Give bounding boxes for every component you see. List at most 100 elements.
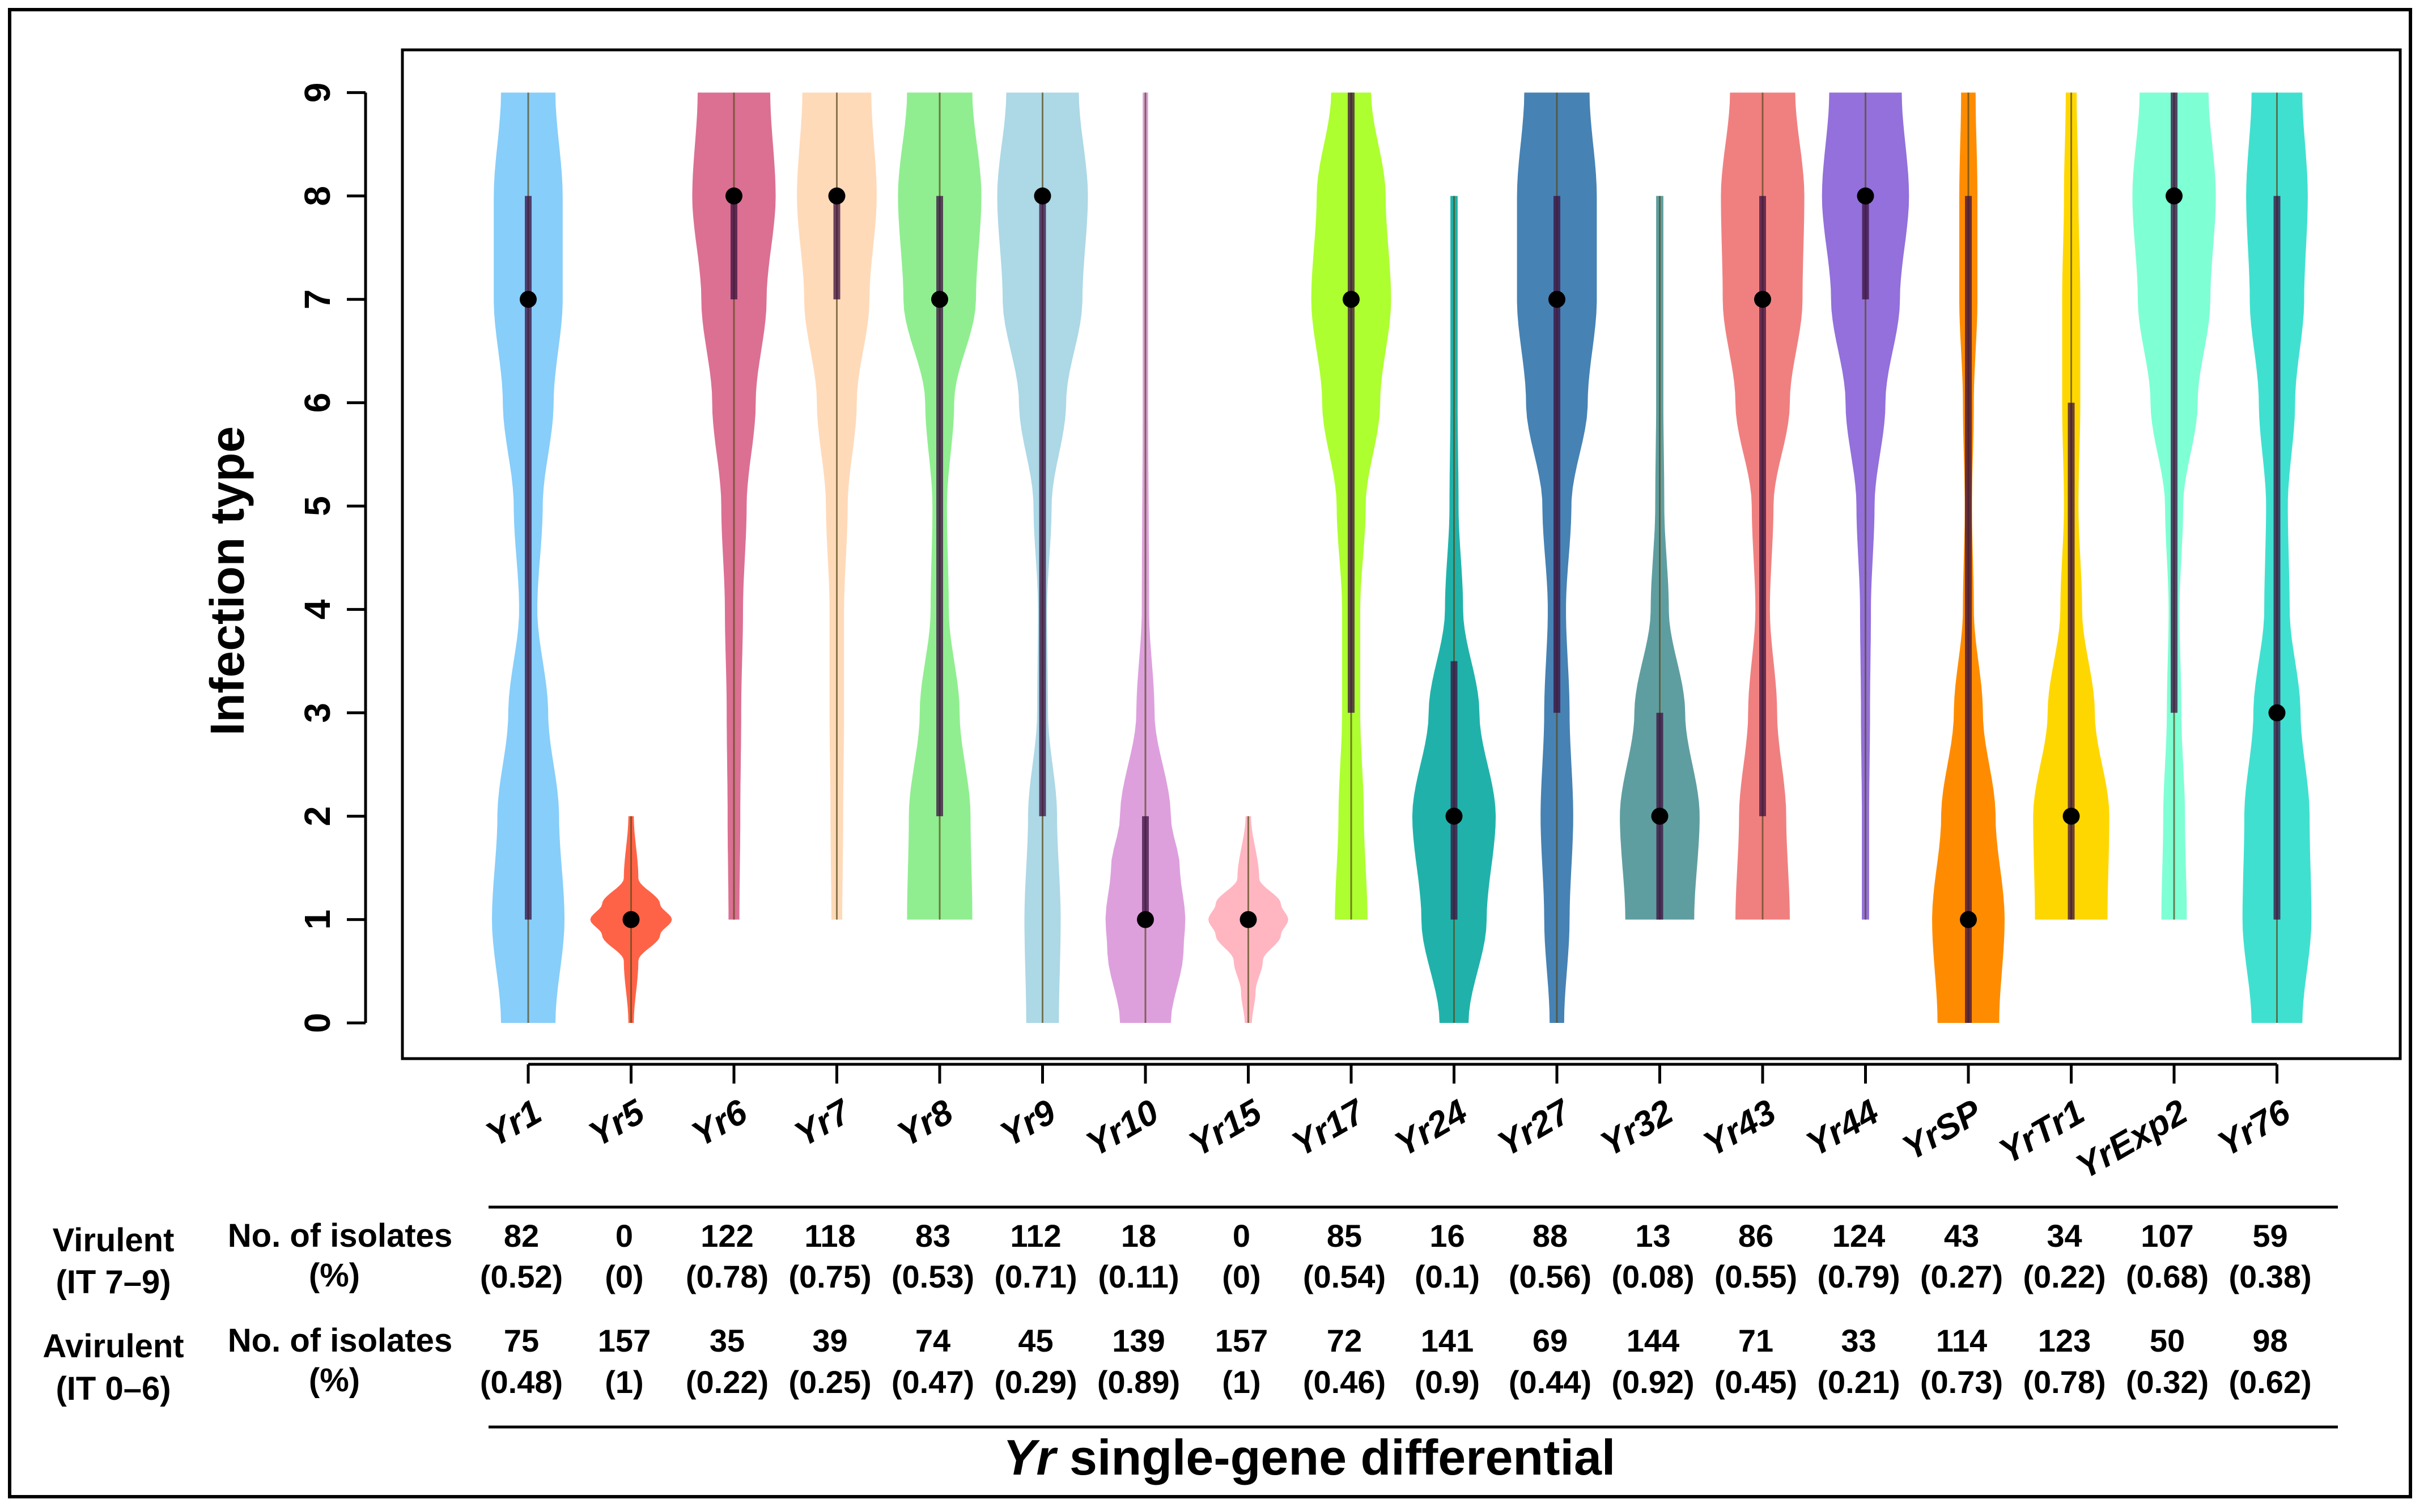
virulent-count-cell: 83 xyxy=(915,1218,950,1254)
avirulent-fraction-cell: (0.22) xyxy=(686,1364,769,1400)
virulent-fraction-cell: (0) xyxy=(605,1259,643,1294)
virulent-count-label: No. of isolates xyxy=(228,1217,452,1254)
virulent-fraction-cell: (0.71) xyxy=(994,1259,1077,1294)
y-tick-label: 7 xyxy=(297,289,338,309)
avirulent-count-cell: 114 xyxy=(1936,1323,1987,1358)
x-axis: Yr1 Yr5 Yr6 Yr7 Yr8 Yr9 Yr10 Yr15 Yr17 Yr24 Yr27 Yr… xyxy=(479,1063,2297,1187)
virulent-fraction-cell: (0.56) xyxy=(1509,1259,1591,1294)
avirulent-range-label: (IT 0–6) xyxy=(56,1370,171,1407)
x-tick-label-yr6: Yr6 xyxy=(685,1092,754,1154)
virulent-count-cell: 122 xyxy=(701,1218,753,1254)
avirulent-count-cell: 157 xyxy=(1215,1323,1268,1358)
x-tick-label-yr32: Yr32 xyxy=(1594,1092,1680,1164)
virulent-fraction-cell: (0.54) xyxy=(1303,1259,1386,1294)
avirulent-fraction-cell: (0.48) xyxy=(480,1364,563,1400)
avirulent-fraction-cell: (0.92) xyxy=(1611,1364,1694,1400)
avirulent-count-cell: 123 xyxy=(2038,1323,2091,1358)
x-tick-label-yr5: Yr5 xyxy=(582,1092,651,1154)
median-point-yr32 xyxy=(1651,808,1669,825)
x-tick-label-yr1: Yr1 xyxy=(479,1092,548,1154)
avirulent-count-cell: 69 xyxy=(1533,1323,1568,1358)
y-axis-label: Infection type xyxy=(201,426,254,736)
virulent-fraction-cell: (0.75) xyxy=(788,1259,871,1294)
avirulent-fraction-cell: (1) xyxy=(605,1364,643,1400)
violins xyxy=(492,92,2312,1023)
avirulent-fraction-cell: (0.73) xyxy=(1920,1364,2003,1400)
y-axis: 0 1 2 3 4 5 6 7 8 9 xyxy=(297,83,367,1033)
virulent-count-cell: 16 xyxy=(1429,1218,1465,1254)
virulent-count-cell: 107 xyxy=(2141,1218,2193,1254)
avirulent-count-cell: 139 xyxy=(1112,1323,1165,1358)
virulent-count-cell: 82 xyxy=(504,1218,539,1254)
avirulent-fraction-cell: (0.47) xyxy=(892,1364,974,1400)
median-point-yr7 xyxy=(828,187,846,205)
virulent-count-cell: 0 xyxy=(1233,1218,1250,1254)
virulent-fraction-cell: (0.38) xyxy=(2229,1259,2311,1294)
x-tick-label-yr9: Yr9 xyxy=(994,1092,1063,1154)
avirulent-fraction-cell: (1) xyxy=(1222,1364,1260,1400)
avirulent-fraction-cell: (0.89) xyxy=(1097,1364,1180,1400)
x-tick-label-yr7: Yr7 xyxy=(788,1091,858,1154)
figure-frame xyxy=(8,8,2412,1498)
y-tick-label: 9 xyxy=(297,83,338,103)
avirulent-fraction-cell: (0.78) xyxy=(2023,1364,2106,1400)
median-point-yr76 xyxy=(2268,704,2286,721)
avirulent-fraction-cell: (0.29) xyxy=(994,1364,1077,1400)
avirulent-count-cell: 39 xyxy=(812,1323,847,1358)
y-tick-label: 2 xyxy=(297,806,338,826)
x-axis-label: Yr single-gene differential xyxy=(1003,1429,1616,1485)
virulent-count-cell: 59 xyxy=(2252,1218,2287,1254)
virulent-count-cell: 34 xyxy=(2047,1218,2082,1254)
median-point-yrsp xyxy=(1960,911,1977,928)
median-point-yr27 xyxy=(1548,291,1565,308)
virulent-percent-label: (%) xyxy=(309,1257,360,1294)
avirulent-count-cell: 144 xyxy=(1627,1323,1679,1358)
x-tick-label-yr10: Yr10 xyxy=(1080,1092,1165,1164)
x-tick-label-yrexp2: YrExp2 xyxy=(2069,1092,2194,1187)
virulent-count-cell: 0 xyxy=(616,1218,633,1254)
virulent-range-label: (IT 7–9) xyxy=(56,1264,171,1301)
median-point-yr17 xyxy=(1343,291,1360,308)
virulent-count-cell: 124 xyxy=(1832,1218,1885,1254)
virulent-label: Virulent xyxy=(53,1222,175,1259)
avirulent-count-cell: 71 xyxy=(1738,1323,1773,1358)
y-tick-label: 3 xyxy=(297,703,338,723)
avirulent-fraction-cell: (0.25) xyxy=(788,1364,871,1400)
avirulent-count-cell: 72 xyxy=(1327,1323,1362,1358)
avirulent-fraction-cell: (0.21) xyxy=(1817,1364,1900,1400)
virulent-fraction-cell: (0.68) xyxy=(2126,1259,2209,1294)
avirulent-fraction-cell: (0.46) xyxy=(1303,1364,1386,1400)
avirulent-count-cell: 157 xyxy=(598,1323,651,1358)
median-point-yr43 xyxy=(1754,291,1771,308)
x-tick-label-yr17: Yr17 xyxy=(1285,1091,1372,1164)
virulent-count-cell: 18 xyxy=(1121,1218,1156,1254)
avirulent-count-cell: 141 xyxy=(1421,1323,1474,1358)
avirulent-count-cell: 45 xyxy=(1018,1323,1053,1358)
y-tick-label: 8 xyxy=(297,186,338,206)
isolate-table: Virulent (IT 7–9) Avirulent (IT 0–6) No.… xyxy=(43,1205,2338,1429)
avirulent-count-cell: 75 xyxy=(504,1323,539,1358)
x-tick-label-yrsp: YrSP xyxy=(1896,1092,1988,1168)
virulent-count-cell: 86 xyxy=(1738,1218,1773,1254)
virulent-count-cell: 85 xyxy=(1327,1218,1362,1254)
median-point-yr44 xyxy=(1857,187,1874,205)
virulent-fraction-cell: (0) xyxy=(1222,1259,1260,1294)
y-tick-label: 4 xyxy=(297,599,338,619)
median-point-yr10 xyxy=(1137,911,1154,928)
median-point-yr8 xyxy=(931,291,948,308)
avirulent-count-cell: 74 xyxy=(915,1323,950,1358)
median-point-yr15 xyxy=(1240,911,1257,928)
avirulent-count-cell: 98 xyxy=(2252,1323,2287,1358)
y-tick-label: 1 xyxy=(297,910,338,930)
avirulent-fraction-cell: (0.9) xyxy=(1415,1364,1480,1400)
virulent-count-cell: 13 xyxy=(1635,1218,1670,1254)
median-point-yrexp2 xyxy=(2166,187,2183,205)
virulent-count-cell: 112 xyxy=(1010,1218,1061,1254)
virulent-fraction-cell: (0.11) xyxy=(1098,1259,1179,1294)
avirulent-fraction-cell: (0.62) xyxy=(2229,1364,2311,1400)
x-tick-label-yr24: Yr24 xyxy=(1389,1092,1474,1164)
median-point-yr9 xyxy=(1034,187,1051,205)
y-tick-label: 5 xyxy=(297,496,338,516)
median-point-yr1 xyxy=(520,291,537,308)
